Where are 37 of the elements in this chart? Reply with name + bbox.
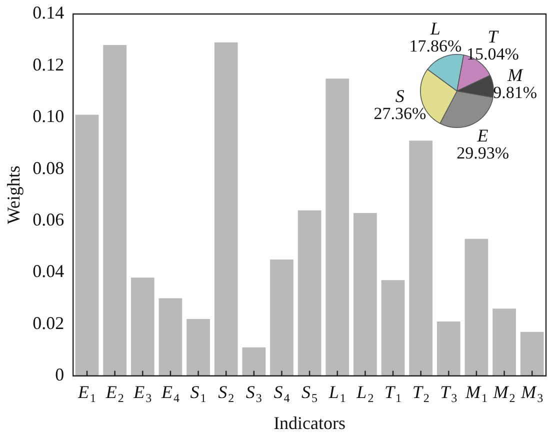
y-tick-label: 0.10	[32, 106, 64, 126]
slice-label: T	[488, 26, 500, 47]
bar	[354, 212, 377, 376]
bar	[492, 308, 516, 376]
bar	[436, 322, 460, 376]
data-label: 29.93%	[456, 144, 510, 163]
bar	[409, 140, 433, 376]
bar	[464, 238, 488, 376]
bar	[326, 78, 350, 376]
y-tick-label: 0.06	[32, 209, 64, 230]
bar	[186, 318, 210, 376]
data-label: 9.81%	[493, 83, 538, 102]
data-label: 15.04%	[466, 44, 519, 64]
y-axis-title: Weights	[4, 166, 24, 224]
bar	[298, 210, 322, 376]
y-tick-label: 0.02	[32, 312, 64, 333]
y-tick-label: 0.14	[32, 2, 64, 23]
y-tick-label: 0	[55, 364, 64, 385]
data-label: 17.86%	[409, 36, 462, 56]
x-axis-title: Indicators	[274, 412, 346, 433]
y-tick-label: 0.08	[32, 158, 64, 178]
bar	[130, 278, 154, 376]
y-tick-label: 0.12	[32, 54, 64, 74]
slice-label: M	[506, 65, 524, 86]
bar	[242, 347, 266, 376]
bar	[214, 42, 238, 376]
slice-label: L	[429, 18, 440, 39]
bar	[75, 114, 99, 376]
slice-label: E	[476, 126, 488, 146]
slice-label: S	[395, 86, 404, 106]
bar	[520, 332, 544, 376]
bar	[270, 260, 294, 376]
bar	[103, 45, 127, 376]
y-tick-label: 0.04	[32, 261, 64, 282]
bar	[381, 280, 405, 376]
bar	[158, 298, 182, 376]
data-label: 27.36%	[374, 104, 426, 124]
